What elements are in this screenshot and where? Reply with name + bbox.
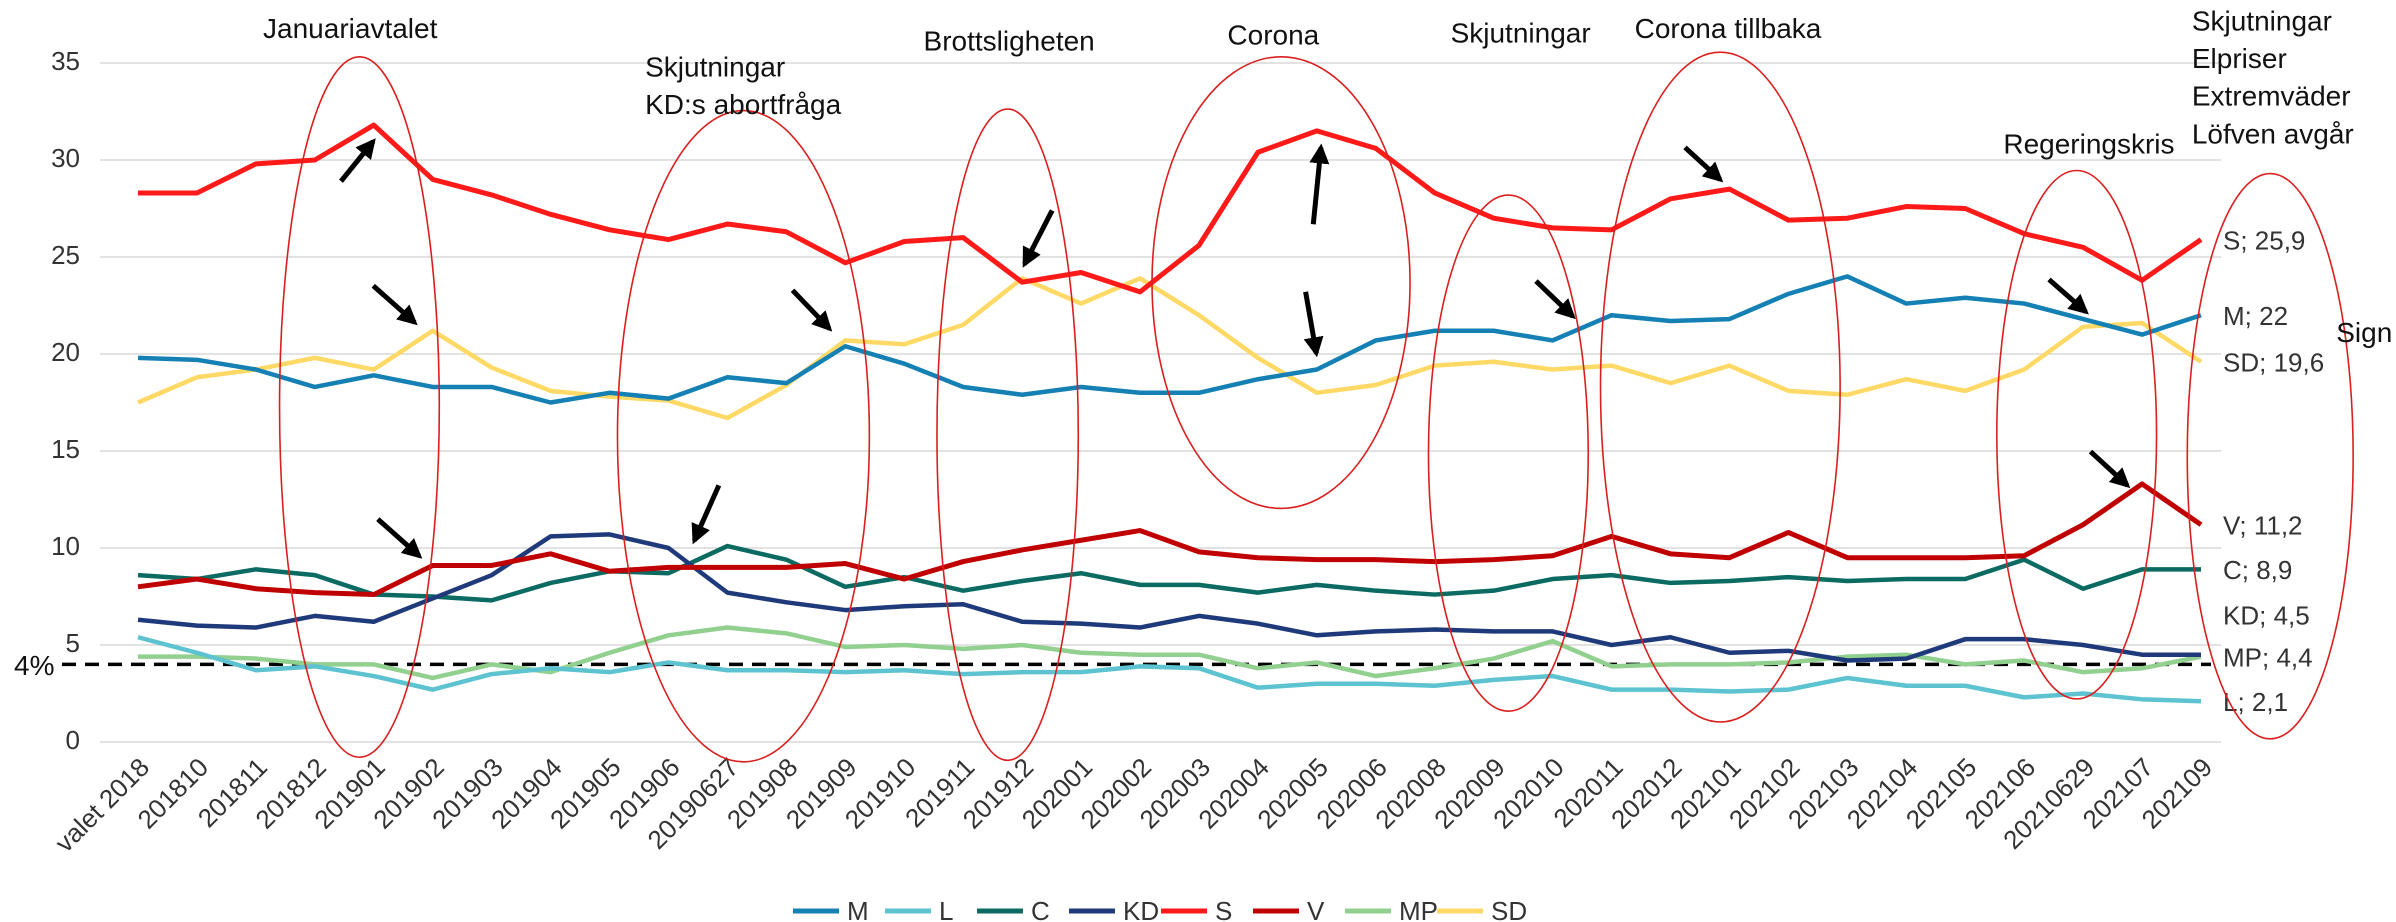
y-tick-label: 20 [51,337,80,367]
highlight-ellipse [278,56,441,759]
series-line [137,274,2202,405]
arrow [1022,209,1055,268]
series-line [137,543,2201,603]
annotation: Corona [1227,19,1319,50]
legend-label: V [1307,896,1325,922]
y-tick-label: 30 [51,143,80,173]
arrow [376,517,423,559]
legend-label: L [939,896,953,922]
highlight-ellipse [1996,169,2158,700]
highlight-ellipse [2186,172,2354,740]
annotation: Elpriser [2192,43,2287,74]
legend-label: S [1215,896,1232,922]
legend-label: M [847,896,869,922]
y-tick-label: 25 [51,240,80,270]
series-line [138,625,2202,681]
arrow [1309,143,1330,225]
arrow [371,283,418,326]
y-tick-label: 0 [66,725,80,755]
series-line [137,481,2203,598]
y-tick-label: 10 [51,531,80,561]
end-label: C; 8,9 [2223,555,2292,585]
series-line [137,276,2203,421]
annotation: Extremväder [2192,81,2351,112]
y-tick-label: 15 [51,434,80,464]
arrow [2047,277,2089,315]
threshold-label: 4% [14,650,54,681]
annotation: Skjutningar [645,52,785,83]
highlight-ellipse [616,109,871,763]
legend-label: C [1031,896,1050,922]
highlight-ellipse [1151,56,1411,510]
annotation: Sign [2336,317,2392,348]
end-label: S; 25,9 [2223,225,2305,255]
end-label: V; 11,2 [2223,511,2303,541]
annotation: Januariavtalet [263,13,438,44]
end-label: KD; 4,5 [2223,601,2310,631]
series-line [137,532,2201,663]
annotation: Löfven avgår [2192,118,2354,149]
annotation: Regeringskris [2003,128,2174,159]
end-label: L; 2,1 [2223,687,2288,717]
arrow [1683,145,1724,183]
annotations: M L C KD S V MP SD Januariavtalet Skjutningar KD:s… [263,5,2392,922]
annotation: Brottsligheten [924,25,1095,56]
end-label: SD; 19,6 [2223,348,2324,378]
y-tick-label: 5 [66,628,80,658]
arrow [339,138,376,183]
legend-label: SD [1491,896,1527,922]
arrow [2088,449,2131,489]
arrow [1303,291,1324,358]
series-line [138,122,2203,295]
annotation: Skjutningar [1451,18,1591,49]
legend-label: MP [1399,896,1438,922]
series-line [137,635,2202,704]
y-tick-label: 35 [51,46,80,76]
annotation: Corona tillbaka [1635,13,1822,44]
highlight-ellipse [936,108,1080,762]
arrow [691,484,722,545]
highlight-ellipse [1599,51,1841,723]
arrow [790,288,833,332]
annotation: Skjutningar [2192,5,2332,36]
lines: SD; 19,6 MP; 4,4 L; 2,1 C; 8,9 KD; 4,5 M; 22 V… [137,122,2324,717]
legend-label: KD [1123,896,1159,922]
highlight-ellipse [1427,194,1590,712]
end-label: MP; 4,4 [2223,643,2313,673]
end-label: M; 22 [2223,301,2288,331]
arrow [1534,279,1576,320]
annotation: KD:s abortfråga [645,89,842,120]
